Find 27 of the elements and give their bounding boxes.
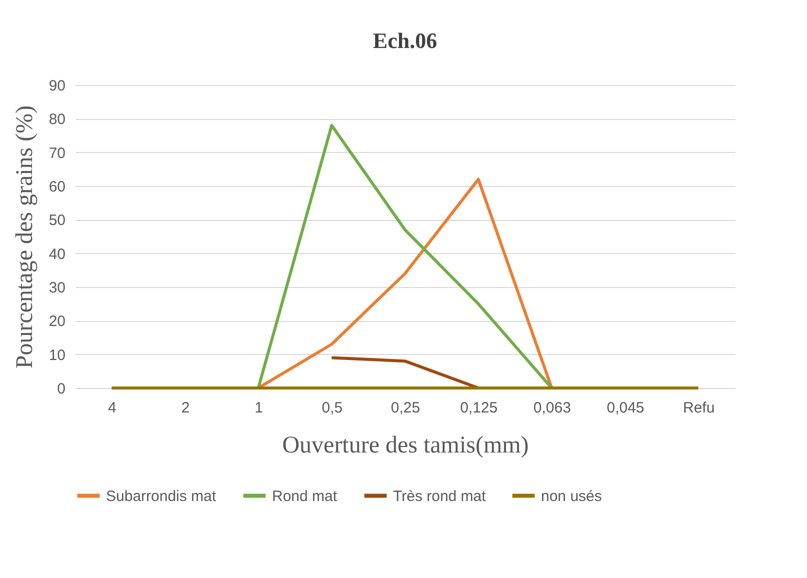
y-tick-label: 80 xyxy=(48,111,66,128)
x-tick-label: 0,125 xyxy=(460,400,498,416)
x-tick-label: 0,5 xyxy=(322,400,343,416)
x-tick-label: 1 xyxy=(254,400,264,416)
y-tick-label: 50 xyxy=(48,212,66,230)
y-tick-label: 40 xyxy=(48,246,66,263)
y-tick-label: 60 xyxy=(48,178,66,196)
y-tick-label: 20 xyxy=(48,313,66,330)
chart-title: Ech.06 xyxy=(372,28,438,53)
y-tick-label: 30 xyxy=(48,280,66,296)
legend-label: Très rond mat xyxy=(393,488,487,505)
y-tick-label: 10 xyxy=(48,346,66,364)
legend-label: Rond mat xyxy=(272,488,338,505)
x-tick-label: 4 xyxy=(108,400,116,416)
x-tick-label: 0,045 xyxy=(606,400,644,416)
legend-label: non usés xyxy=(541,488,602,505)
y-axis-title: Pourcentage des grains (%) xyxy=(12,105,38,369)
legend-label: Subarrondis mat xyxy=(106,488,217,505)
x-tick-label: 0,063 xyxy=(533,400,571,416)
x-axis-title: Ouverture des tamis(mm) xyxy=(282,432,529,458)
y-tick-label: 70 xyxy=(48,144,66,162)
y-tick-label: 90 xyxy=(48,78,66,94)
x-tick-label: 2 xyxy=(181,400,190,416)
y-tick-label: 0 xyxy=(57,380,66,398)
x-tick-label: Refu xyxy=(682,400,715,416)
x-tick-label: 0,25 xyxy=(390,400,420,416)
line-series xyxy=(256,124,554,390)
